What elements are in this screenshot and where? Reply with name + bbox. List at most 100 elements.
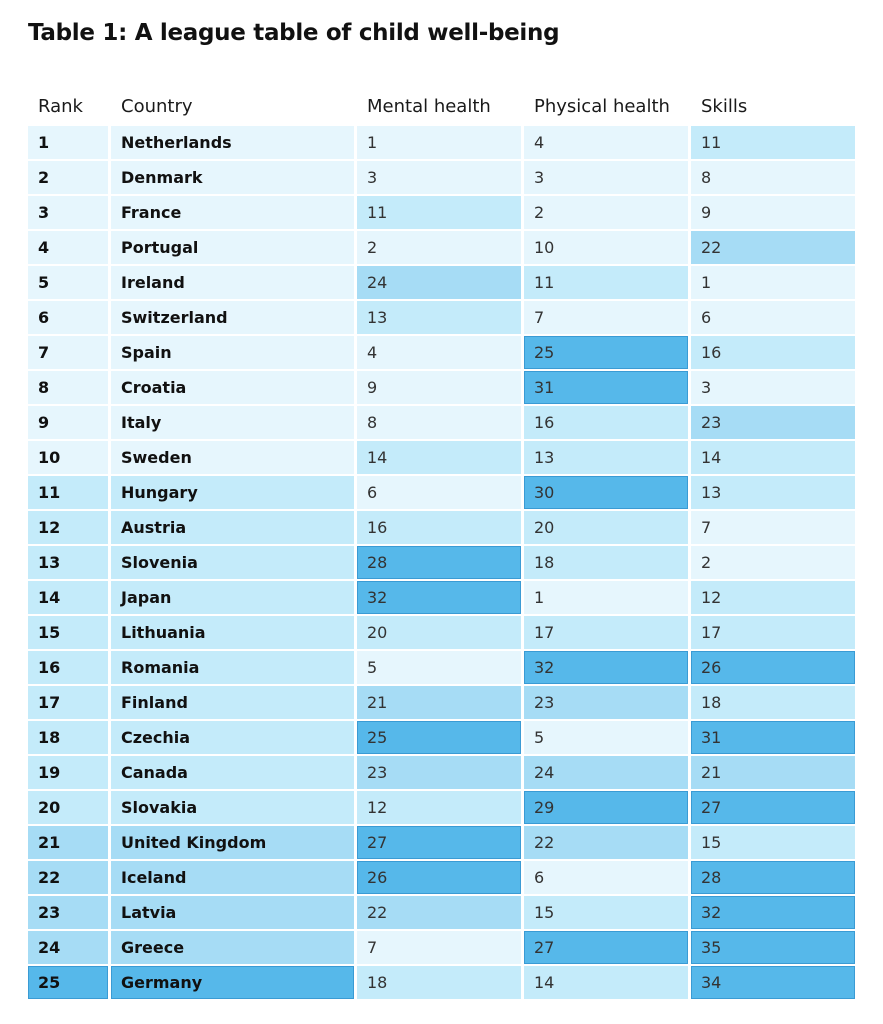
table-row: 11 Hungary 6 30 13 <box>28 476 858 509</box>
table-row: 3 France 11 2 9 <box>28 196 858 229</box>
cell-skills: 1 <box>691 266 855 299</box>
cell-mental-health: 11 <box>357 196 521 229</box>
cell-physical-health: 10 <box>524 231 688 264</box>
table-row: 8 Croatia 9 31 3 <box>28 371 858 404</box>
cell-skills: 32 <box>691 896 855 929</box>
cell-skills: 21 <box>691 756 855 789</box>
cell-mental-health: 16 <box>357 511 521 544</box>
cell-mental-health: 1 <box>357 126 521 159</box>
cell-physical-health: 3 <box>524 161 688 194</box>
cell-country: Lithuania <box>111 616 354 649</box>
cell-mental-health: 2 <box>357 231 521 264</box>
cell-skills: 26 <box>691 651 855 684</box>
table-row: 18 Czechia 25 5 31 <box>28 721 858 754</box>
cell-physical-health: 32 <box>524 651 688 684</box>
cell-skills: 28 <box>691 861 855 894</box>
cell-country: Spain <box>111 336 354 369</box>
cell-country: Finland <box>111 686 354 719</box>
table-row: 19 Canada 23 24 21 <box>28 756 858 789</box>
cell-mental-health: 23 <box>357 756 521 789</box>
cell-skills: 22 <box>691 231 855 264</box>
cell-mental-health: 27 <box>357 826 521 859</box>
cell-skills: 2 <box>691 546 855 579</box>
header-country: Country <box>121 95 193 117</box>
cell-mental-health: 26 <box>357 861 521 894</box>
cell-skills: 17 <box>691 616 855 649</box>
table-title: Table 1: A league table of child well-be… <box>28 20 560 46</box>
cell-skills: 35 <box>691 931 855 964</box>
cell-mental-health: 8 <box>357 406 521 439</box>
cell-rank: 6 <box>28 301 108 334</box>
cell-skills: 13 <box>691 476 855 509</box>
cell-physical-health: 6 <box>524 861 688 894</box>
cell-rank: 23 <box>28 896 108 929</box>
cell-physical-health: 18 <box>524 546 688 579</box>
cell-skills: 34 <box>691 966 855 999</box>
cell-skills: 11 <box>691 126 855 159</box>
cell-skills: 8 <box>691 161 855 194</box>
header-rank: Rank <box>38 95 83 117</box>
table-row: 7 Spain 4 25 16 <box>28 336 858 369</box>
cell-physical-health: 24 <box>524 756 688 789</box>
cell-rank: 13 <box>28 546 108 579</box>
cell-skills: 27 <box>691 791 855 824</box>
cell-physical-health: 22 <box>524 826 688 859</box>
cell-rank: 7 <box>28 336 108 369</box>
cell-country: Italy <box>111 406 354 439</box>
table-row: 17 Finland 21 23 18 <box>28 686 858 719</box>
table-row: 9 Italy 8 16 23 <box>28 406 858 439</box>
table-row: 22 Iceland 26 6 28 <box>28 861 858 894</box>
table-row: 25 Germany 18 14 34 <box>28 966 858 999</box>
cell-physical-health: 13 <box>524 441 688 474</box>
cell-rank: 1 <box>28 126 108 159</box>
table-row: 2 Denmark 3 3 8 <box>28 161 858 194</box>
table-row: 16 Romania 5 32 26 <box>28 651 858 684</box>
cell-physical-health: 20 <box>524 511 688 544</box>
table-row: 12 Austria 16 20 7 <box>28 511 858 544</box>
cell-rank: 9 <box>28 406 108 439</box>
cell-country: Japan <box>111 581 354 614</box>
cell-country: Denmark <box>111 161 354 194</box>
cell-mental-health: 9 <box>357 371 521 404</box>
cell-country: Sweden <box>111 441 354 474</box>
cell-physical-health: 4 <box>524 126 688 159</box>
cell-mental-health: 6 <box>357 476 521 509</box>
cell-country: Slovenia <box>111 546 354 579</box>
cell-country: Iceland <box>111 861 354 894</box>
header-physical-health: Physical health <box>534 95 670 117</box>
cell-rank: 19 <box>28 756 108 789</box>
cell-mental-health: 25 <box>357 721 521 754</box>
cell-physical-health: 5 <box>524 721 688 754</box>
table-row: 21 United Kingdom 27 22 15 <box>28 826 858 859</box>
cell-country: Czechia <box>111 721 354 754</box>
cell-skills: 15 <box>691 826 855 859</box>
cell-mental-health: 14 <box>357 441 521 474</box>
cell-rank: 11 <box>28 476 108 509</box>
cell-country: Germany <box>111 966 354 999</box>
cell-rank: 18 <box>28 721 108 754</box>
cell-skills: 23 <box>691 406 855 439</box>
cell-rank: 15 <box>28 616 108 649</box>
table-row: 10 Sweden 14 13 14 <box>28 441 858 474</box>
cell-skills: 3 <box>691 371 855 404</box>
table-row: 5 Ireland 24 11 1 <box>28 266 858 299</box>
cell-rank: 5 <box>28 266 108 299</box>
table-row: 24 Greece 7 27 35 <box>28 931 858 964</box>
cell-physical-health: 7 <box>524 301 688 334</box>
cell-rank: 21 <box>28 826 108 859</box>
cell-physical-health: 1 <box>524 581 688 614</box>
cell-rank: 4 <box>28 231 108 264</box>
cell-mental-health: 22 <box>357 896 521 929</box>
table-row: 14 Japan 32 1 12 <box>28 581 858 614</box>
table-row: 20 Slovakia 12 29 27 <box>28 791 858 824</box>
cell-physical-health: 14 <box>524 966 688 999</box>
cell-rank: 24 <box>28 931 108 964</box>
cell-physical-health: 29 <box>524 791 688 824</box>
cell-physical-health: 11 <box>524 266 688 299</box>
cell-mental-health: 5 <box>357 651 521 684</box>
cell-country: Ireland <box>111 266 354 299</box>
cell-mental-health: 13 <box>357 301 521 334</box>
cell-country: Canada <box>111 756 354 789</box>
table-row: 1 Netherlands 1 4 11 <box>28 126 858 159</box>
cell-rank: 14 <box>28 581 108 614</box>
